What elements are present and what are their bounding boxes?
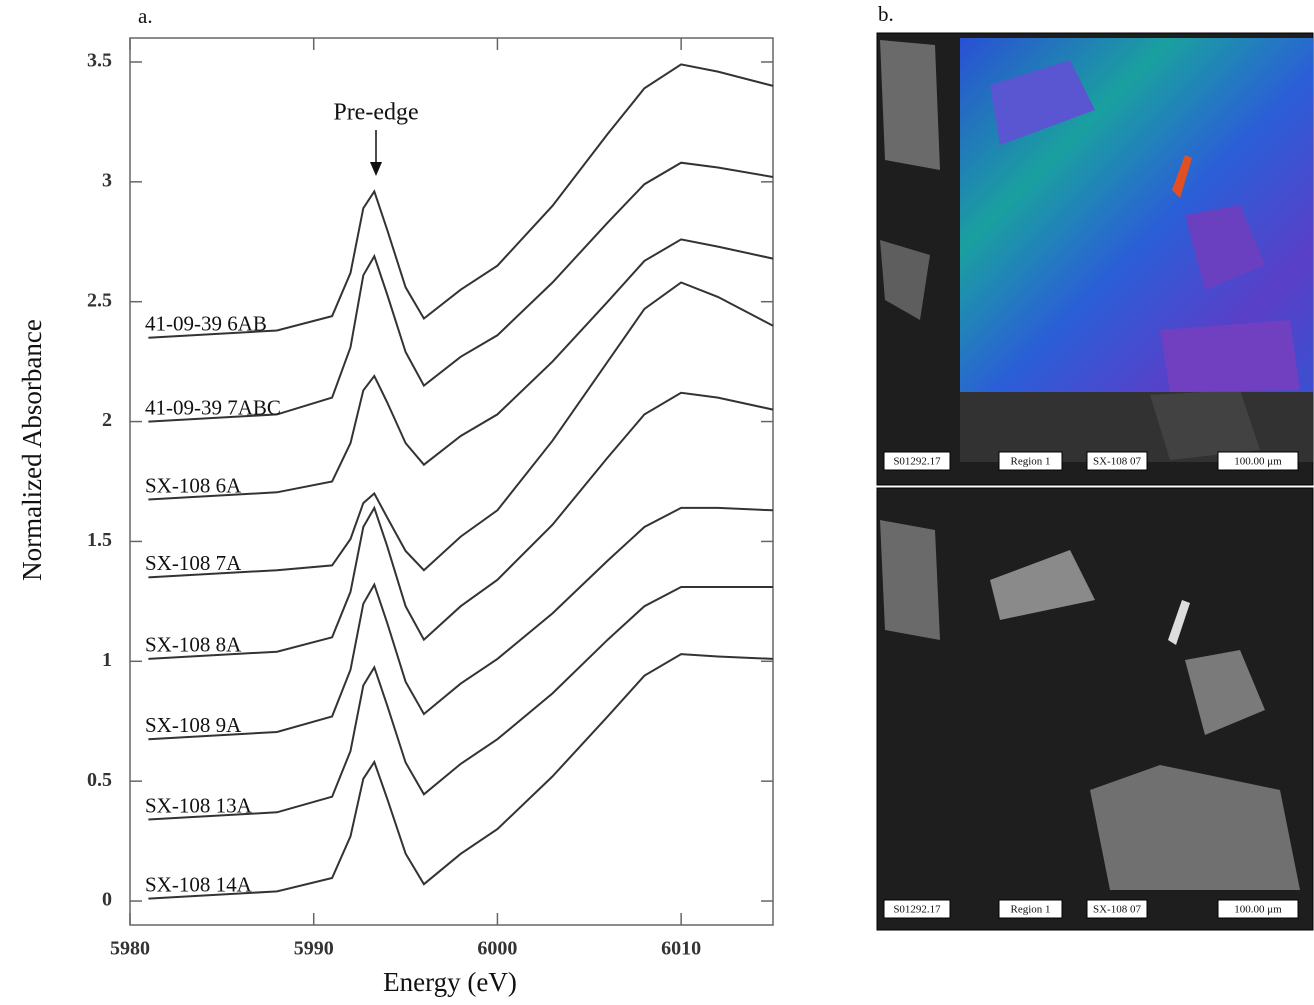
panel-label: a. [138, 4, 153, 28]
tag-box [883, 451, 951, 471]
y-tick-label: 2.5 [87, 289, 112, 311]
spectrum-line [148, 391, 774, 660]
y-tick-label: 2 [102, 409, 112, 431]
arrow-head [370, 162, 382, 176]
tag-box [998, 451, 1063, 471]
tag-box [1217, 451, 1299, 471]
image-tag: S01292.17 [893, 456, 941, 468]
y-axis-title: Normalized Absorbance [17, 319, 47, 581]
y-tick-label: 1 [102, 649, 112, 671]
x-tick-label: 5990 [294, 938, 334, 960]
tag-box [1217, 899, 1299, 919]
y-tick-label: 0 [102, 889, 112, 911]
spectrum-line [148, 281, 774, 579]
tag-box [1086, 899, 1148, 919]
grain [1090, 765, 1300, 890]
y-tick-label: 3.5 [87, 50, 112, 72]
grain [880, 520, 940, 640]
annotation: Pre-edge [333, 100, 418, 126]
grain [1172, 155, 1192, 198]
x-tick-label: 5980 [110, 938, 150, 960]
image-tag: SX-108 07 [1093, 904, 1141, 916]
y-tick-label: 1.5 [87, 529, 112, 551]
series-label: SX-108 7A [145, 551, 242, 575]
grain [990, 60, 1095, 145]
y-tick-label: 0.5 [87, 769, 112, 791]
spectrum-line [148, 653, 774, 900]
series-label: SX-108 6A [145, 473, 242, 497]
series-label: 41-09-39 7ABC [145, 395, 281, 419]
grain [1168, 600, 1190, 645]
series-label: SX-108 14A [145, 872, 253, 896]
image-tag: 100.00 μm [1234, 904, 1282, 916]
spectrum-line [148, 238, 774, 501]
spectrum-line [148, 63, 774, 339]
x-tick-label: 6010 [661, 938, 701, 960]
grain [990, 550, 1095, 620]
grain [1160, 320, 1300, 392]
plot-frame [129, 37, 774, 926]
grain [1185, 650, 1265, 735]
x-axis-title: Energy (eV) [383, 967, 517, 997]
image-tag: Region 1 [1010, 456, 1050, 468]
tag-box [1086, 451, 1148, 471]
grain [880, 40, 940, 170]
grain [1185, 205, 1265, 290]
spectrum-line [148, 506, 774, 741]
series-label: SX-108 9A [145, 713, 242, 737]
x-tick-label: 6000 [477, 938, 517, 960]
spectrum-line [148, 161, 774, 423]
image-tags: S01292.17 Region 1 SX-108 07 100.00 μm S0129… [883, 451, 1299, 919]
spectrum-line [148, 586, 773, 821]
series-label: SX-108 13A [145, 793, 253, 817]
image-tag: Region 1 [1010, 904, 1050, 916]
y-tick-label: 3 [102, 169, 112, 191]
tag-box [998, 899, 1063, 919]
tag-box [883, 899, 951, 919]
micrograph-bottom [876, 487, 1314, 931]
image-tag: 100.00 μm [1234, 456, 1282, 468]
image-band [960, 392, 1313, 462]
panel-label: b. [878, 2, 894, 26]
micrograph-top [876, 32, 1314, 486]
image-tag: SX-108 07 [1093, 456, 1141, 468]
series-label: 41-09-39 6AB [145, 311, 267, 335]
grain [880, 240, 930, 320]
image-tag: S01292.17 [893, 904, 941, 916]
series-label: SX-108 8A [145, 633, 242, 657]
